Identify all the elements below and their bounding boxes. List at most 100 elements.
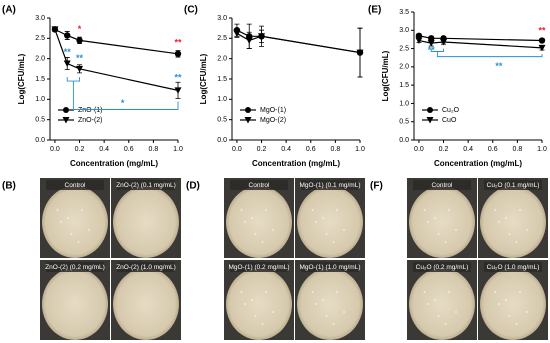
y-tick-label: 1.5: [217, 76, 227, 83]
data-point: [174, 50, 182, 57]
colony: [505, 299, 507, 301]
colony: [251, 217, 253, 219]
colony: [311, 291, 314, 293]
y-tick-label: 1.5: [35, 76, 45, 83]
caption-box: [230, 180, 288, 190]
photo-caption: Control: [65, 182, 87, 189]
x-tick-label: 0.6: [124, 146, 134, 153]
y-tick-label: 3.0: [217, 15, 227, 22]
data-point: [538, 37, 546, 44]
caption-box: [46, 262, 104, 272]
colony: [498, 221, 500, 223]
y-tick-label: 3.0: [399, 27, 409, 34]
colony: [494, 209, 497, 211]
colony: [343, 311, 345, 313]
caption-box: [484, 262, 542, 272]
legend-label: MgO-(2): [260, 117, 286, 124]
colony: [336, 291, 338, 293]
y-tick-label: 0.0: [217, 137, 227, 144]
colony: [265, 209, 267, 211]
colony: [519, 291, 521, 293]
legend-marker: [427, 107, 433, 113]
colony: [448, 209, 450, 211]
y-tick-label: 3.5: [399, 9, 409, 16]
petri-dish: [226, 186, 292, 258]
legend-label: ZnO-(1): [78, 107, 103, 114]
caption-box: [484, 180, 542, 190]
legend-label: Cu₂O: [442, 107, 460, 114]
colony: [325, 233, 328, 235]
y-tick-label: 3.0: [35, 15, 45, 22]
significance-bracket: [436, 51, 543, 58]
colony: [526, 229, 528, 231]
colony: [444, 323, 447, 325]
colony: [265, 291, 267, 293]
petri-dish: [409, 268, 475, 340]
annotation: **: [428, 45, 436, 55]
annotation: **: [174, 73, 182, 83]
significance-bracket: [430, 48, 444, 52]
photo-caption: Cu₂O (0.2 mg/mL): [416, 264, 469, 271]
colony: [322, 299, 324, 301]
caption-box: [413, 262, 471, 272]
annotation: **: [174, 38, 182, 48]
y-tick-label: 1.5: [399, 82, 409, 89]
y-tick-label: 2.5: [217, 35, 227, 42]
colony: [423, 209, 426, 211]
x-tick-label: 0.6: [306, 146, 316, 153]
colony: [437, 315, 440, 317]
caption-box: [301, 262, 359, 272]
panel-label: (D): [186, 181, 200, 192]
colony: [444, 241, 447, 243]
photo-caption: MgO-(1) (0.2 mg/mL): [228, 264, 289, 271]
colony: [455, 311, 457, 313]
significance-bracket: [72, 81, 179, 110]
colony: [332, 241, 335, 243]
panel-label: (A): [2, 5, 16, 16]
data-point: [245, 37, 253, 44]
colony: [322, 217, 324, 219]
colony: [81, 209, 83, 211]
caption-box: [117, 262, 175, 272]
x-tick-label: 0.2: [75, 146, 85, 153]
colony: [240, 209, 243, 211]
data-point: [76, 37, 83, 44]
data-point: [415, 37, 423, 45]
annotation: **: [538, 25, 546, 35]
photo-caption: Control: [432, 182, 454, 189]
colony: [515, 241, 518, 243]
photo-caption: ZnO-(2) (0.2 mg/mL): [45, 264, 105, 271]
annotation: **: [64, 47, 72, 57]
colony: [437, 233, 440, 235]
legend-marker: [426, 117, 434, 124]
photo-caption: ZnO-(2) (0.1 mg/mL): [116, 182, 176, 189]
x-tick-label: 0.6: [488, 146, 498, 153]
legend-marker: [245, 107, 251, 113]
colony: [448, 291, 450, 293]
y-tick-label: 1.0: [35, 96, 45, 103]
y-tick-label: 1.0: [399, 100, 409, 107]
x-axis-title: Concentration (mg/mL): [70, 159, 158, 168]
colony: [272, 311, 274, 313]
x-tick-label: 0.8: [149, 146, 159, 153]
y-tick-label: 0.0: [399, 137, 409, 144]
colony: [434, 299, 436, 301]
colony: [498, 303, 500, 305]
colony: [88, 229, 90, 231]
x-tick-label: 0.0: [232, 146, 242, 153]
colony: [526, 311, 528, 313]
panel-label: (C): [184, 5, 198, 16]
caption-box: [46, 180, 104, 190]
petri-dish: [297, 186, 363, 258]
colony: [515, 323, 518, 325]
photo-caption: Cu₂O (0.1 mg/mL): [487, 182, 540, 189]
series-line: [54, 29, 179, 91]
petri-dish: [42, 186, 108, 258]
petri-dish: [480, 186, 546, 258]
x-tick-label: 1.0: [355, 146, 365, 153]
colony: [244, 303, 246, 305]
photo-caption: ZnO-(2) (1.0 mg/mL): [116, 264, 176, 271]
series-line: [418, 39, 543, 49]
data-point: [63, 60, 71, 68]
colony: [508, 233, 511, 235]
